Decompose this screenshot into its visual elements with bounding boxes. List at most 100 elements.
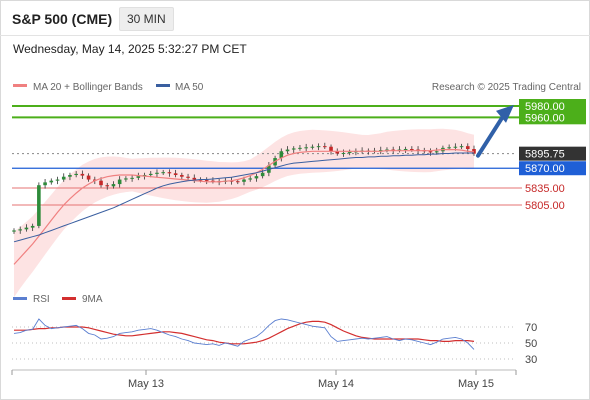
candle-body [74,173,78,176]
forecast-arrow-shaft [476,112,506,158]
candle-body [68,175,72,177]
candle-body [111,184,116,187]
candle-body [416,149,420,151]
candle-body [291,148,296,150]
candle-body [198,179,203,181]
candle-body [124,178,128,180]
candle-body [397,149,402,151]
level-label: 5960.00 [525,112,565,124]
candle-body [341,152,346,154]
candle-body [235,181,240,183]
candle-body [49,180,54,183]
candle-body [335,151,340,154]
candle-body [30,225,35,228]
candle-body [459,146,464,148]
candle-body [248,178,253,180]
candle-body [316,146,321,148]
ma20-line [13,149,475,265]
forecast-arrow [476,104,514,158]
level-tag-resistance [519,110,586,125]
rsi-line [13,318,475,350]
candle-body [403,148,408,150]
candle-body [130,177,134,179]
candle-body [285,149,290,152]
rsi-tick-label: 50 [525,338,537,350]
candle-body [310,146,315,148]
candle-body [410,148,414,150]
candle-body [173,173,178,176]
rsi-tick-label: 30 [525,354,537,366]
candle-body [86,175,91,180]
rsi-tick-label: 70 [525,322,537,334]
candle-body [428,151,433,153]
candle-body [347,151,352,153]
candle-body [99,180,103,186]
candle-body [378,150,383,152]
header-divider [0,35,590,36]
candle-body [453,146,458,148]
candle-body [61,176,66,180]
header: S&P 500 (CME) 30 MIN [0,0,590,36]
candle-body [105,185,110,187]
bollinger-band-area [14,128,474,298]
candle-body [24,227,29,230]
legend-ma50-swatch [156,84,170,87]
instrument-title: S&P 500 (CME) [12,11,113,27]
forecast-arrow-head [496,104,514,123]
candles [12,142,476,234]
candle-body [211,180,215,182]
candle-body [148,173,153,176]
legend-9ma-label: 9MA [82,294,103,305]
candle-body [304,147,308,149]
timeframe-badge[interactable]: 30 MIN [119,7,174,31]
candle-body [279,151,284,159]
level-label: 5805.00 [525,200,565,212]
candle-body [391,149,395,151]
level-label: 5895.75 [525,149,565,161]
level-tag-current [519,146,586,161]
candle-body [136,176,141,178]
rsi-panel: 70 50 30 [12,318,537,366]
candle-body [465,146,470,149]
candle-body [167,172,172,174]
legend-bb-swatch [13,84,27,87]
legend-9ma-swatch [62,297,76,300]
level-tag-pivot [519,161,586,176]
ma50-line [13,152,474,243]
legend-ma50-label: MA 50 [175,82,204,93]
bollinger-bands [14,128,474,298]
candle-body [43,182,47,186]
legend-rsi-label: RSI [33,294,50,305]
candle-body [180,175,184,177]
candle-body [434,151,439,153]
x-ticks: May 13 May 14 May 15 [11,370,517,390]
x-tick-label: May 14 [318,378,354,390]
candle-body [37,185,41,226]
x-tick-label: May 15 [458,378,494,390]
timestamp: Wednesday, May 14, 2025 5:32:27 PM CET [13,42,247,56]
candle-body [117,179,122,185]
candle-body [80,173,85,176]
level-label: 5870.00 [525,163,565,175]
candle-body [254,176,259,179]
candle-body [329,146,333,152]
candle-body [161,172,165,174]
candle-body [155,172,159,174]
candle-body [186,176,190,178]
legend-rsi-swatch [13,297,27,300]
candle-body [323,146,327,148]
candle-body [242,179,246,182]
candle-body [12,230,16,232]
candle-body [18,229,23,231]
legend-bb-label: MA 20 + Bollinger Bands [33,82,143,93]
candle-body [192,177,197,180]
candle-body [447,147,451,149]
candle-body [260,172,265,177]
level-tag-resistance [519,99,586,113]
candle-body [385,149,389,151]
level-label: 5980.00 [525,101,565,113]
rsi-ma-line [14,320,475,345]
level-label: 5835.00 [525,183,565,195]
